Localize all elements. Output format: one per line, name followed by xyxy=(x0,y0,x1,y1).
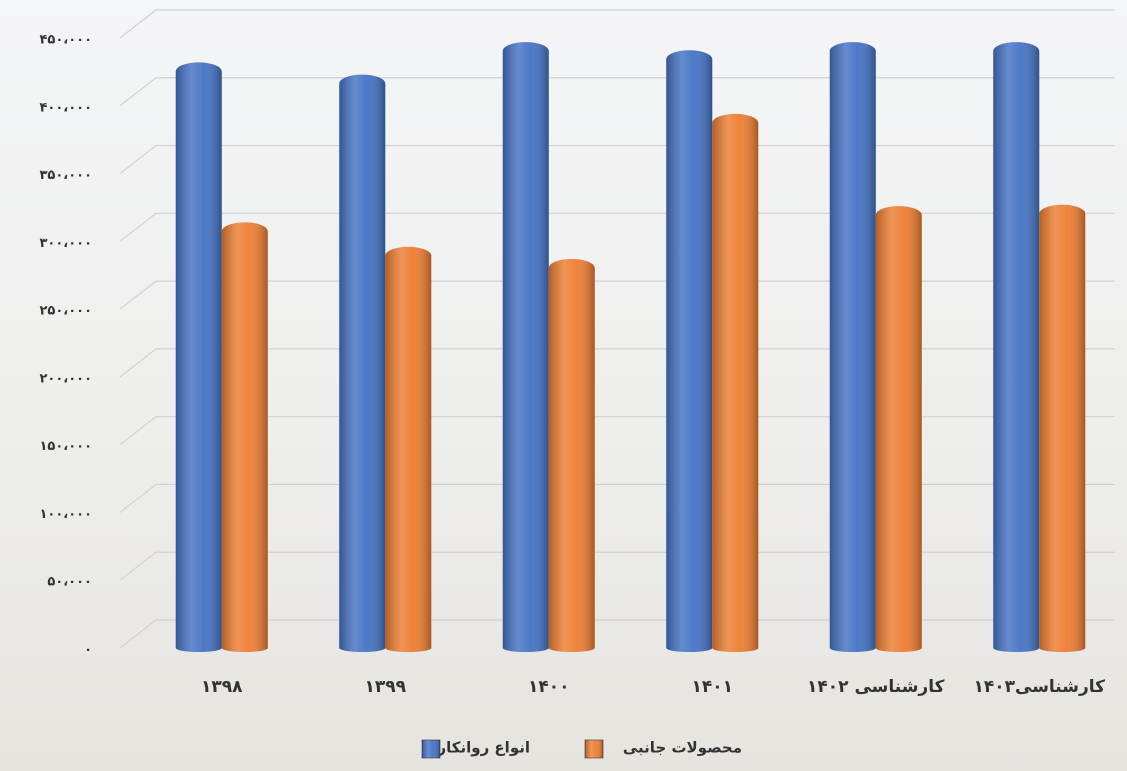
grid-line xyxy=(119,212,157,242)
y-tick-label: ۳۰۰،۰۰۰ xyxy=(39,236,92,251)
bar xyxy=(666,50,713,652)
bar xyxy=(339,74,386,653)
bar xyxy=(712,113,759,652)
grid-line xyxy=(119,145,157,175)
grid-line xyxy=(119,416,157,446)
bar xyxy=(1039,204,1086,652)
grid-line xyxy=(119,483,157,513)
y-tick-label: ۲۵۰،۰۰۰ xyxy=(39,304,92,319)
x-tick-label: کارشناسی ۱۴۰۲ xyxy=(807,677,945,697)
grid-line xyxy=(119,77,157,107)
bar xyxy=(829,42,876,653)
x-tick-label: کارشناسی۱۴۰۳ xyxy=(973,677,1105,697)
grid-line xyxy=(119,9,157,39)
y-tick-label: ۳۵۰،۰۰۰ xyxy=(39,168,92,183)
y-tick-label: ۱۵۰،۰۰۰ xyxy=(39,439,92,454)
legend-swatch-shade xyxy=(422,740,440,758)
grid-line xyxy=(119,551,157,581)
bar xyxy=(175,62,222,652)
bar xyxy=(993,42,1040,653)
legend-swatch-shade xyxy=(585,740,603,758)
y-tick-label: ۵۰،۰۰۰ xyxy=(47,575,92,590)
x-tick-label: ۱۳۹۹ xyxy=(364,677,406,697)
x-tick-label: ۱۴۰۱ xyxy=(691,677,733,697)
bar xyxy=(875,206,922,652)
x-tick-label: ۱۴۰۰ xyxy=(528,677,570,697)
grid-line xyxy=(119,280,157,310)
y-tick-label: ۲۰۰،۰۰۰ xyxy=(39,371,92,386)
bar xyxy=(502,42,549,653)
legend-label: انواع روانکار xyxy=(436,739,530,757)
grid-line xyxy=(119,619,157,649)
x-tick-label: ۱۳۹۸ xyxy=(201,677,243,697)
y-tick-label: ۴۰۰،۰۰۰ xyxy=(39,100,92,115)
legend-label: محصولات جانبی xyxy=(623,739,742,757)
bar xyxy=(548,258,595,652)
y-tick-label: ۴۵۰،۰۰۰ xyxy=(39,33,92,48)
y-tick-label: ۱۰۰،۰۰۰ xyxy=(39,507,92,522)
bar xyxy=(221,222,268,652)
y-tick-label: ۰ xyxy=(84,643,92,658)
grid-line xyxy=(119,348,157,378)
bar xyxy=(385,246,432,652)
